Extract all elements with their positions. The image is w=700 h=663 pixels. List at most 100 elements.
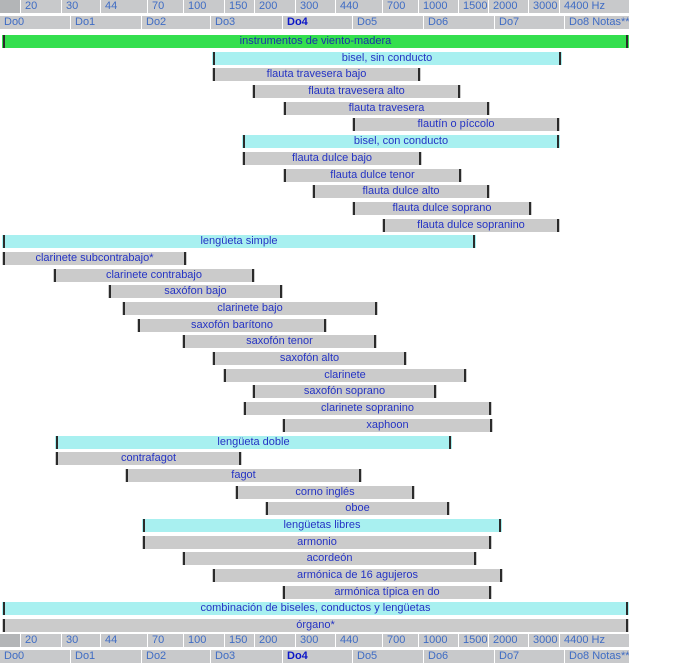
- range-start-tick: [284, 102, 286, 115]
- bar-saxofon-soprano: saxofón soprano: [252, 385, 437, 398]
- bar-contrafagot: contrafagot: [55, 452, 242, 465]
- range-end-tick: [489, 536, 491, 549]
- bar-saxofon-tenor: saxofón tenor: [182, 335, 377, 348]
- range-end-tick: [324, 319, 326, 332]
- freq-label: 30: [66, 634, 79, 646]
- bar-label: saxofón soprano: [303, 385, 386, 397]
- range-end-tick: [500, 569, 502, 582]
- range-start-tick: [3, 35, 5, 48]
- freq-cell-300: 300: [296, 634, 335, 647]
- bar-label: flauta dulce sopranino: [417, 219, 525, 231]
- freq-label: 1500: [463, 0, 488, 12]
- freq-cell-2000: 2000: [489, 0, 528, 13]
- note-label: Do2: [146, 650, 167, 662]
- range-start-tick: [253, 385, 255, 398]
- bar-label: clarinete: [324, 369, 366, 381]
- bar-clarinete: clarinete: [223, 369, 467, 382]
- bar-label: fagot: [231, 469, 256, 481]
- note-cell-do1: Do1: [71, 650, 141, 663]
- bar-saxofon-bajo: saxófon bajo: [108, 285, 283, 298]
- note-cell-do7: Do7: [495, 650, 564, 663]
- freq-cell-70: 70: [148, 0, 183, 13]
- range-end-tick: [184, 252, 186, 265]
- bar-label: lengüetas libres: [283, 519, 361, 531]
- range-start-tick: [313, 185, 315, 198]
- bar-label: armonio: [297, 536, 337, 548]
- range-start-tick: [109, 285, 111, 298]
- range-end-tick: [419, 152, 421, 165]
- bar-label: saxofón barítono: [191, 319, 273, 331]
- bar-lenguetas-libres: lengüetas libres: [142, 519, 502, 532]
- bar-oboe: oboe: [265, 502, 450, 515]
- range-end-tick: [474, 552, 476, 565]
- range-start-tick: [56, 452, 58, 465]
- note-label: Do8 Notas**: [569, 650, 629, 662]
- bar-label: acordeón: [306, 552, 353, 564]
- freq-label: 4400 Hz: [564, 634, 605, 646]
- range-end-tick: [559, 52, 561, 65]
- range-end-tick: [412, 486, 414, 499]
- frequency-scale-bottom: 20 30 44 70 100 150 200 300 440 700 1000 1500 2000 30…: [0, 634, 700, 647]
- bar-label: saxófon bajo: [164, 285, 227, 297]
- range-end-tick: [459, 169, 461, 182]
- range-end-tick: [404, 352, 406, 365]
- bar-bisel-sin-conducto: bisel, sin conducto: [212, 52, 562, 65]
- bar-organo: órgano*: [2, 619, 629, 632]
- bar-armonio: armonio: [142, 536, 492, 549]
- bar-label: lengüeta simple: [200, 235, 278, 247]
- range-start-tick: [3, 602, 5, 615]
- bar-flauta-dulce-alto: flauta dulce alto: [312, 185, 490, 198]
- freq-label: 2000: [493, 634, 518, 646]
- freq-cell-3000: 3000: [529, 634, 559, 647]
- bar-corno-ingles: corno inglés: [235, 486, 415, 499]
- bar-label: flauta travesera alto: [308, 85, 405, 97]
- bar-xaphoon: xaphoon: [282, 419, 493, 432]
- freq-lead-cell: [0, 634, 20, 647]
- range-end-tick: [557, 219, 559, 232]
- note-label: Do1: [75, 650, 96, 662]
- freq-cell-3000: 3000: [529, 0, 559, 13]
- freq-label: 150: [229, 0, 248, 12]
- bar-bisel-con-conducto: bisel, con conducto: [242, 135, 560, 148]
- range-end-tick: [626, 619, 628, 632]
- note-cell-do8-notas: Do8 Notas**: [565, 650, 629, 663]
- note-cell-do6: Do6: [424, 650, 494, 663]
- bar-label: flauta dulce soprano: [392, 202, 492, 214]
- range-end-tick: [458, 85, 460, 98]
- range-start-tick: [253, 85, 255, 98]
- range-start-tick: [123, 302, 125, 315]
- range-end-tick: [529, 202, 531, 215]
- range-end-tick: [418, 68, 420, 81]
- note-label: Do2: [146, 16, 167, 28]
- range-end-tick: [557, 118, 559, 131]
- freq-cell-30: 30: [62, 0, 100, 13]
- bar-label: armónica típica en do: [334, 586, 440, 598]
- bar-label: flauta travesera bajo: [266, 68, 367, 80]
- bar-label: clarinete bajo: [217, 302, 283, 314]
- freq-label: 300: [300, 0, 319, 12]
- freq-cell-200: 200: [255, 634, 295, 647]
- range-start-tick: [3, 235, 5, 248]
- range-end-tick: [487, 102, 489, 115]
- range-start-tick: [243, 135, 245, 148]
- freq-label: 300: [300, 634, 319, 646]
- frequency-scale-top: 20 30 44 70 100 150 200 300 440 700 1000 1500 2000 30…: [0, 0, 700, 13]
- note-label: Do7: [499, 16, 520, 28]
- freq-cell-440: 440: [336, 634, 382, 647]
- range-end-tick: [499, 519, 501, 532]
- bar-label: clarinete contrabajo: [105, 269, 202, 281]
- freq-cell-100: 100: [184, 0, 224, 13]
- bar-label: oboe: [345, 502, 370, 514]
- freq-cell-100: 100: [184, 634, 224, 647]
- range-end-tick: [359, 469, 361, 482]
- range-start-tick: [383, 219, 385, 232]
- note-cell-do0: Do0: [0, 650, 70, 663]
- bar-label: armónica de 16 agujeros: [296, 569, 419, 581]
- note-label: Do7: [499, 650, 520, 662]
- note-label: Do6: [428, 650, 449, 662]
- range-end-tick: [490, 419, 492, 432]
- note-cell-do5: Do5: [353, 650, 423, 663]
- range-end-tick: [473, 235, 475, 248]
- bar-label: órgano*: [296, 619, 335, 631]
